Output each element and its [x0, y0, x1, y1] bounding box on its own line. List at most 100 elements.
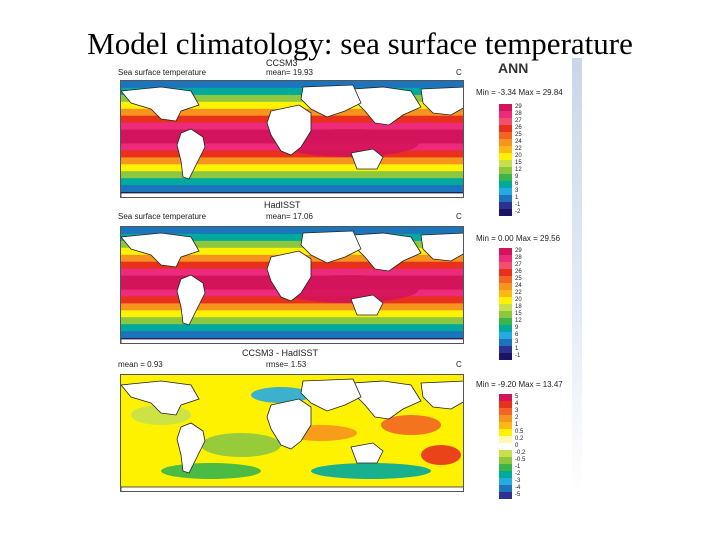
land-mass [121, 192, 463, 197]
legend-label: 24 [515, 139, 522, 145]
rmse-value: 1.53 [290, 360, 307, 369]
legend-swatch [499, 318, 512, 325]
panel-mean: mean= 19.93 [266, 68, 313, 77]
legend-label: 12 [515, 318, 522, 324]
diff-patch [381, 415, 441, 435]
legend-swatch [499, 443, 512, 450]
land-mass [350, 294, 384, 316]
panel-subtitle: Sea surface temperature [118, 212, 207, 221]
legend-label: 25 [515, 276, 522, 282]
legend-swatch [499, 394, 512, 401]
min-label: Min = -3.34 [476, 88, 517, 97]
land-mass [176, 128, 206, 180]
diff-patch [251, 387, 311, 403]
sst-figure: ANN CCSM3 Sea surface temperature mean= … [116, 58, 584, 499]
panel-subtitle: Sea surface temperature [118, 68, 207, 77]
legend-label: 15 [515, 311, 522, 317]
land-mass [420, 380, 463, 410]
legend-label: 6 [515, 332, 519, 338]
land-mass [266, 250, 312, 302]
legend-label: 22 [515, 290, 522, 296]
legend-swatch [499, 146, 512, 153]
mean-value: 0.93 [147, 360, 163, 369]
land-mass [266, 104, 312, 156]
legend-swatch [499, 104, 512, 111]
legend-swatch [499, 297, 512, 304]
panel-title: CCSM3 - HadISST [242, 348, 319, 358]
panel-title: CCSM3 [266, 58, 298, 68]
units-label: C [456, 68, 462, 77]
legend-swatch [499, 478, 512, 485]
legend-swatch [499, 160, 512, 167]
legend-swatch [499, 255, 512, 262]
legend-swatch [499, 325, 512, 332]
legend-swatch [499, 111, 512, 118]
legend-label: -3 [515, 478, 521, 484]
sst-band [121, 227, 463, 235]
legend-swatch [499, 125, 512, 132]
legend-label: 25 [515, 132, 522, 138]
land-mass [420, 86, 463, 116]
land-mass [176, 274, 206, 326]
legend-label: 5 [515, 394, 519, 400]
map-svg [121, 375, 463, 491]
mean-label: mean = [118, 360, 145, 369]
legend-swatch [499, 457, 512, 464]
rmse-label: rmse= [266, 360, 289, 369]
legend-label: 3 [515, 408, 519, 414]
legend-label: 24 [515, 283, 522, 289]
sst-band [121, 164, 463, 172]
sst-band [121, 317, 463, 325]
warm-pool [279, 129, 419, 157]
legend-label: -2 [515, 209, 521, 215]
panel-mean: mean = 0.93 [118, 360, 163, 369]
max-label: Max = 29.84 [518, 88, 563, 97]
legend-swatch [499, 422, 512, 429]
land-mass [266, 398, 312, 450]
sst-band [121, 81, 463, 89]
map-svg [121, 227, 463, 343]
min-max: Min = -9.20 Max = 13.47 [476, 380, 563, 389]
legend-swatch [499, 471, 512, 478]
sst-band [121, 247, 463, 256]
legend-label: 9 [515, 325, 519, 331]
legend-swatch [499, 339, 512, 346]
land-mass [121, 86, 200, 122]
legend-swatch [499, 195, 512, 202]
land-mass [300, 84, 362, 118]
legend-label: 1 [515, 346, 519, 352]
legend-label: 27 [515, 118, 522, 124]
land-mass [352, 380, 422, 420]
land-mass [176, 422, 206, 474]
sst-band [121, 185, 463, 193]
legend-label: 4 [515, 401, 519, 407]
legend-swatch [499, 346, 512, 353]
land-mass [352, 232, 422, 272]
min-label: Min = -9.20 [476, 380, 517, 389]
panel-title: HadISST [264, 200, 301, 210]
land-mass [121, 338, 463, 343]
map-difference [120, 374, 464, 492]
max-label: Max = 29.56 [515, 234, 561, 243]
legend-label: 12 [515, 167, 522, 173]
legend-swatch [499, 290, 512, 297]
legend-swatch [499, 429, 512, 436]
mean-label: mean= [266, 68, 291, 77]
legend-swatch [499, 283, 512, 290]
legend-label: 20 [515, 153, 522, 159]
min-label: Min = 0.00 [476, 234, 514, 243]
land-mass [121, 486, 463, 491]
legend-label: 26 [515, 269, 522, 275]
map-svg [121, 81, 463, 197]
land-mass [352, 86, 422, 126]
map-ccsm3 [120, 80, 464, 198]
land-mass [420, 232, 463, 262]
legend-swatch [499, 353, 512, 360]
legend-label: 18 [515, 304, 522, 310]
units-label: C [456, 212, 462, 221]
sst-band [121, 157, 463, 165]
sst-band [121, 178, 463, 186]
legend-swatch [499, 132, 512, 139]
sst-band [121, 94, 463, 103]
legend-swatch [499, 408, 512, 415]
